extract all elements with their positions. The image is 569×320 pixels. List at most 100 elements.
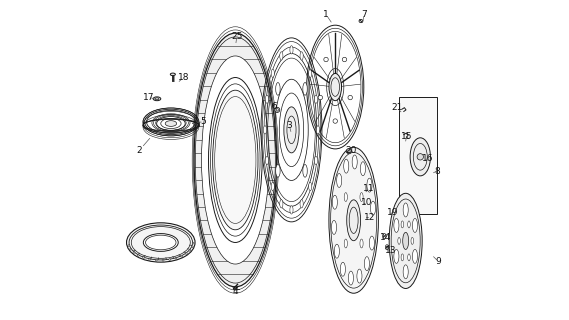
Circle shape — [348, 95, 352, 100]
Ellipse shape — [265, 95, 269, 103]
Ellipse shape — [308, 69, 312, 77]
Ellipse shape — [290, 206, 293, 214]
Ellipse shape — [276, 83, 280, 95]
Text: 4: 4 — [233, 287, 238, 296]
Ellipse shape — [403, 265, 408, 279]
Text: 18: 18 — [178, 73, 189, 82]
Circle shape — [175, 257, 177, 259]
Ellipse shape — [314, 95, 318, 103]
Text: 11: 11 — [364, 184, 375, 193]
Circle shape — [133, 252, 135, 253]
Ellipse shape — [314, 156, 318, 164]
Circle shape — [318, 95, 323, 100]
Ellipse shape — [213, 90, 258, 230]
Ellipse shape — [413, 249, 418, 263]
Ellipse shape — [413, 219, 418, 232]
Text: 20: 20 — [345, 146, 357, 155]
Ellipse shape — [337, 173, 342, 188]
Ellipse shape — [265, 156, 269, 164]
Ellipse shape — [303, 83, 307, 95]
Polygon shape — [399, 97, 437, 214]
Text: 1: 1 — [323, 10, 329, 19]
Ellipse shape — [360, 239, 363, 248]
Text: 6: 6 — [271, 101, 277, 111]
Ellipse shape — [329, 147, 378, 293]
Text: 2: 2 — [137, 146, 142, 155]
Ellipse shape — [126, 223, 195, 262]
Ellipse shape — [153, 97, 161, 101]
Ellipse shape — [344, 239, 347, 248]
Ellipse shape — [340, 262, 345, 276]
Ellipse shape — [280, 52, 283, 60]
Ellipse shape — [300, 52, 303, 60]
Circle shape — [417, 154, 423, 160]
Ellipse shape — [348, 271, 353, 285]
Ellipse shape — [408, 254, 410, 261]
Circle shape — [143, 257, 145, 259]
Ellipse shape — [204, 62, 267, 258]
Ellipse shape — [316, 126, 320, 134]
Text: 3: 3 — [286, 121, 292, 130]
Circle shape — [169, 259, 171, 260]
Text: 8: 8 — [434, 167, 440, 176]
Circle shape — [128, 244, 130, 246]
Ellipse shape — [332, 195, 337, 209]
Ellipse shape — [335, 244, 339, 258]
Ellipse shape — [344, 159, 349, 173]
Ellipse shape — [276, 164, 280, 177]
Circle shape — [275, 107, 280, 112]
Text: 15: 15 — [401, 132, 413, 141]
Ellipse shape — [394, 219, 399, 232]
Ellipse shape — [389, 193, 422, 288]
Ellipse shape — [370, 201, 376, 215]
Ellipse shape — [360, 193, 363, 202]
Ellipse shape — [398, 237, 401, 244]
Ellipse shape — [367, 178, 372, 192]
Circle shape — [137, 254, 139, 256]
Text: 21: 21 — [391, 103, 403, 112]
Text: 25: 25 — [231, 32, 242, 41]
Ellipse shape — [408, 221, 410, 228]
Circle shape — [180, 255, 183, 257]
Circle shape — [333, 119, 337, 123]
Ellipse shape — [411, 237, 414, 244]
Ellipse shape — [410, 138, 430, 176]
Ellipse shape — [170, 73, 175, 76]
Ellipse shape — [201, 56, 269, 264]
Circle shape — [191, 246, 193, 248]
Ellipse shape — [344, 193, 347, 202]
Circle shape — [155, 259, 157, 261]
Ellipse shape — [332, 220, 336, 234]
Ellipse shape — [303, 164, 307, 177]
Circle shape — [185, 252, 187, 254]
Ellipse shape — [364, 257, 369, 271]
Ellipse shape — [165, 121, 176, 126]
Ellipse shape — [194, 33, 277, 287]
Circle shape — [192, 242, 194, 244]
Circle shape — [324, 57, 328, 62]
Ellipse shape — [280, 200, 283, 208]
Text: 7: 7 — [361, 10, 366, 19]
Ellipse shape — [401, 221, 403, 228]
Ellipse shape — [271, 69, 274, 77]
Ellipse shape — [308, 182, 312, 191]
Text: 19: 19 — [386, 208, 398, 217]
Text: 5: 5 — [201, 117, 207, 126]
Ellipse shape — [403, 232, 409, 250]
Ellipse shape — [357, 269, 362, 283]
Circle shape — [149, 258, 151, 260]
Text: 10: 10 — [361, 198, 372, 207]
Ellipse shape — [290, 46, 293, 54]
Ellipse shape — [401, 254, 403, 261]
Ellipse shape — [347, 200, 361, 241]
Circle shape — [189, 249, 191, 251]
Ellipse shape — [360, 162, 365, 176]
Circle shape — [347, 148, 352, 154]
Ellipse shape — [403, 203, 408, 217]
Ellipse shape — [352, 155, 357, 169]
Circle shape — [343, 57, 347, 62]
Ellipse shape — [284, 107, 299, 153]
Ellipse shape — [271, 182, 274, 191]
Ellipse shape — [394, 249, 399, 263]
Ellipse shape — [300, 200, 303, 208]
